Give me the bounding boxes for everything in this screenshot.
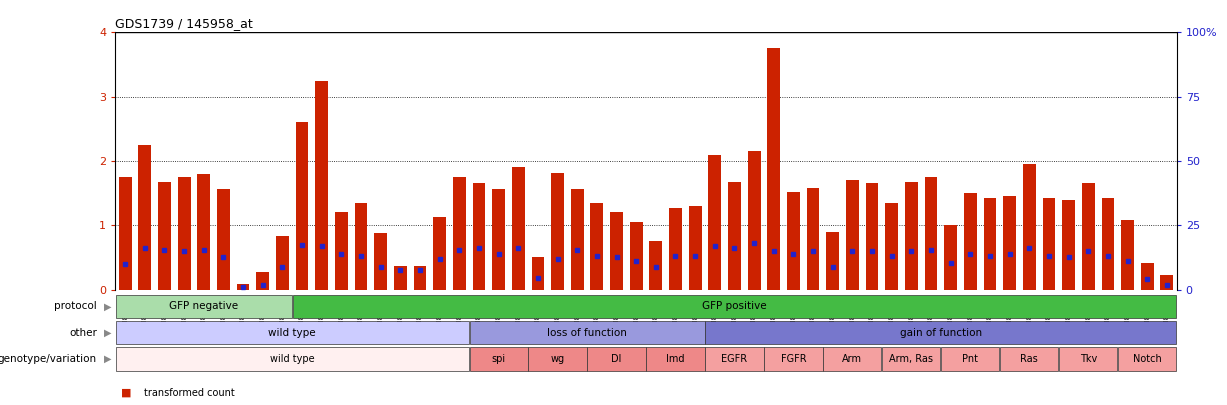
Bar: [335, 212, 347, 290]
Bar: [158, 182, 171, 290]
Bar: [1082, 183, 1094, 290]
Bar: [492, 189, 506, 290]
Text: Arm, Ras: Arm, Ras: [890, 354, 934, 364]
Bar: [925, 177, 937, 290]
Bar: [1102, 198, 1114, 290]
Bar: [139, 145, 151, 290]
FancyBboxPatch shape: [647, 347, 704, 371]
Bar: [472, 183, 486, 290]
Text: other: other: [69, 328, 97, 338]
Text: Notch: Notch: [1133, 354, 1162, 364]
Text: spi: spi: [492, 354, 506, 364]
Bar: [1161, 275, 1173, 290]
Bar: [374, 233, 387, 290]
Bar: [531, 258, 545, 290]
FancyBboxPatch shape: [764, 347, 822, 371]
Bar: [512, 167, 525, 290]
FancyBboxPatch shape: [706, 347, 763, 371]
Text: loss of function: loss of function: [547, 328, 627, 338]
Text: wg: wg: [551, 354, 564, 364]
FancyBboxPatch shape: [470, 347, 528, 371]
FancyBboxPatch shape: [588, 347, 645, 371]
Bar: [708, 155, 721, 290]
Bar: [296, 122, 308, 290]
Bar: [433, 217, 447, 290]
Text: Ras: Ras: [1021, 354, 1038, 364]
FancyBboxPatch shape: [823, 347, 881, 371]
Bar: [669, 208, 682, 290]
Text: ▶: ▶: [104, 328, 112, 338]
FancyBboxPatch shape: [941, 347, 1000, 371]
Text: wild type: wild type: [269, 328, 317, 338]
Bar: [590, 203, 604, 290]
Text: Arm: Arm: [843, 354, 863, 364]
Text: GDS1739 / 145958_at: GDS1739 / 145958_at: [115, 17, 253, 30]
Bar: [551, 173, 564, 290]
Bar: [845, 180, 859, 290]
Text: Pnt: Pnt: [962, 354, 978, 364]
FancyBboxPatch shape: [882, 347, 940, 371]
Bar: [119, 177, 131, 290]
Bar: [276, 236, 288, 290]
Bar: [1141, 262, 1153, 290]
Text: genotype/variation: genotype/variation: [0, 354, 97, 364]
Bar: [198, 174, 210, 290]
Bar: [866, 183, 879, 290]
Text: EGFR: EGFR: [721, 354, 747, 364]
Bar: [688, 206, 702, 290]
Text: GFP positive: GFP positive: [702, 301, 767, 311]
Bar: [906, 181, 918, 290]
Text: ▶: ▶: [104, 301, 112, 311]
Bar: [984, 198, 996, 290]
Bar: [728, 182, 741, 290]
Bar: [1063, 200, 1075, 290]
Text: transformed count: transformed count: [144, 388, 234, 398]
Bar: [964, 193, 977, 290]
Bar: [217, 189, 229, 290]
Text: ▶: ▶: [104, 354, 112, 364]
Bar: [767, 49, 780, 290]
FancyBboxPatch shape: [115, 321, 469, 344]
Bar: [315, 81, 328, 290]
Bar: [787, 192, 800, 290]
Bar: [945, 225, 957, 290]
FancyBboxPatch shape: [115, 347, 469, 371]
Bar: [629, 222, 643, 290]
FancyBboxPatch shape: [1059, 347, 1118, 371]
Bar: [747, 151, 761, 290]
Bar: [1121, 220, 1134, 290]
Text: GFP negative: GFP negative: [169, 301, 238, 311]
FancyBboxPatch shape: [292, 295, 1177, 318]
Bar: [256, 272, 269, 290]
FancyBboxPatch shape: [470, 321, 704, 344]
FancyBboxPatch shape: [1118, 347, 1177, 371]
Text: Imd: Imd: [666, 354, 685, 364]
Text: FGFR: FGFR: [780, 354, 806, 364]
Bar: [453, 177, 466, 290]
Bar: [649, 241, 663, 290]
Bar: [394, 266, 406, 290]
Text: Tkv: Tkv: [1080, 354, 1097, 364]
FancyBboxPatch shape: [115, 295, 292, 318]
Bar: [237, 284, 249, 290]
Bar: [1004, 196, 1016, 290]
Bar: [178, 177, 190, 290]
Text: gain of function: gain of function: [899, 328, 982, 338]
Bar: [1043, 198, 1055, 290]
Text: protocol: protocol: [54, 301, 97, 311]
Text: ■: ■: [121, 388, 133, 398]
Bar: [413, 266, 426, 290]
FancyBboxPatch shape: [706, 321, 1177, 344]
Bar: [571, 189, 584, 290]
Bar: [610, 212, 623, 290]
Bar: [1023, 164, 1036, 290]
Bar: [826, 232, 839, 290]
Bar: [886, 203, 898, 290]
FancyBboxPatch shape: [529, 347, 587, 371]
Bar: [355, 203, 367, 290]
Text: wild type: wild type: [270, 354, 314, 364]
Bar: [806, 188, 820, 290]
FancyBboxPatch shape: [1000, 347, 1059, 371]
Text: Dl: Dl: [611, 354, 622, 364]
